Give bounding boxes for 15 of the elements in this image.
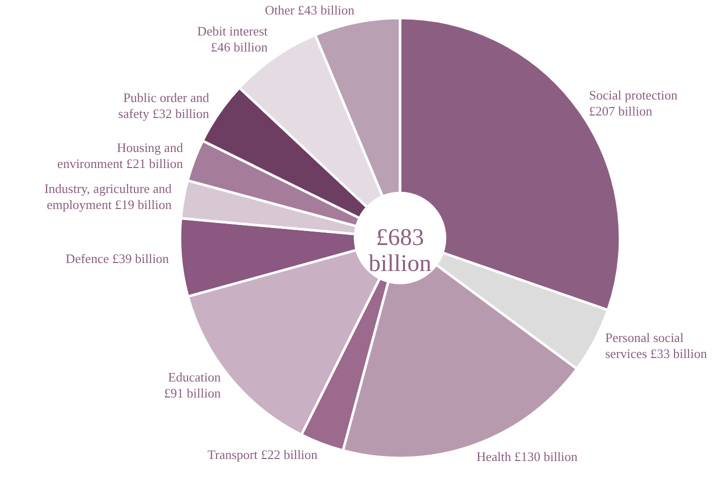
slice-label: Public order and safety £32 billion xyxy=(118,90,210,122)
data-label: £46 billion xyxy=(210,39,268,54)
slice-label: Social protection xyxy=(589,87,678,102)
slice-label: Other £43 billion xyxy=(264,2,355,18)
slice-label: Defence £39 billion xyxy=(66,250,170,266)
slice-label: Transport £22 billion xyxy=(208,446,318,462)
text: £683 billion xyxy=(368,225,432,277)
slice-label: Industry, agriculture and employment £19 billion xyxy=(44,181,172,212)
data-label: £207 billion xyxy=(589,103,653,118)
slice-label: Housing and environment £21 billion xyxy=(57,140,184,172)
slice-label: Debit interest xyxy=(197,23,268,38)
slice-label: Personal social services £33 billion xyxy=(605,330,708,362)
data-label: £91 billion xyxy=(164,385,222,400)
slice-label: Health £130 billion xyxy=(476,449,578,464)
slice-label: Education xyxy=(168,369,222,384)
